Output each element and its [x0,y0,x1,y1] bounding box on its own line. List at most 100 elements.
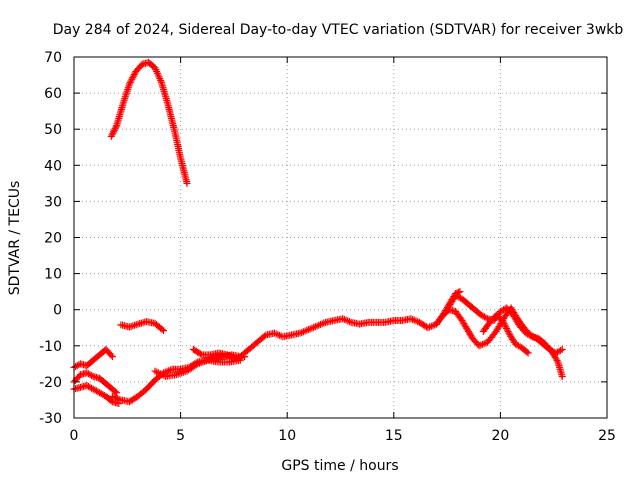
data-point [129,74,137,82]
data-point [110,126,118,134]
data-point [126,78,134,86]
data-point [276,331,284,339]
series-lower-left-b [70,369,121,397]
y-tick-label: 50 [44,122,62,138]
data-point [109,129,117,137]
data-point [313,322,321,330]
data-point [303,326,311,334]
data-point [502,323,510,331]
y-tick-label: 40 [44,158,62,174]
data-point [112,123,120,131]
data-point [110,393,118,401]
data-point [501,321,509,329]
data-point [316,321,324,329]
data-point [345,318,353,326]
data-point [340,315,348,323]
data-point [475,342,483,350]
data-point [107,351,115,359]
data-point [426,323,434,331]
data-point [310,323,318,331]
x-tick-label: 5 [176,428,185,444]
data-point [424,324,432,332]
data-point [272,330,280,338]
data-point [115,395,123,403]
data-point [503,324,511,332]
data-point [344,317,352,325]
series-lower-left-c [70,382,123,408]
y-axis-label: SDTVAR / TECUs [7,181,23,296]
data-point [166,366,174,374]
x-tick-label: 15 [385,428,403,444]
data-point [88,372,96,380]
data-point [113,395,121,403]
data-point [499,317,507,325]
data-point [480,340,488,348]
series-short-segment [117,318,168,335]
data-point [503,326,511,334]
data-point [196,350,204,358]
data-point [414,318,422,326]
data-point [306,325,314,333]
x-tick-label: 25 [598,428,616,444]
y-tick-label: 30 [44,194,62,210]
data-point [308,324,316,332]
data-point [127,77,135,85]
data-point [296,329,304,337]
data-point [553,356,561,364]
chart-title: Day 284 of 2024, Sidereal Day-to-day VTE… [53,22,624,38]
data-point [111,388,119,396]
data-point [129,72,137,80]
data-point [128,75,136,83]
data-point [125,80,133,88]
series-high-arc [107,58,191,187]
data-point [236,356,244,364]
data-point [558,372,566,380]
data-point [241,353,249,361]
y-tick-label: 0 [53,303,62,319]
data-point [224,351,232,359]
data-points [70,58,566,408]
data-point [482,314,490,322]
data-point [427,322,435,330]
x-tick-label: 0 [70,428,79,444]
data-point [298,328,306,336]
data-point [409,315,417,323]
data-point [160,327,168,335]
data-point [113,389,121,397]
data-point [407,315,415,323]
series-lower-mid-band [151,356,244,380]
y-tick-label: -30 [39,411,62,427]
data-point [320,319,328,327]
data-point [112,394,120,402]
y-tick-label: 20 [44,231,62,247]
data-point [557,346,565,354]
data-point [260,332,268,340]
data-point [315,321,323,329]
data-point [158,325,166,333]
data-point [107,132,115,140]
y-tick-label: -10 [39,339,62,355]
x-tick-label: 20 [491,428,509,444]
data-point [523,348,531,356]
data-point [456,288,464,296]
ticks: 0 5 10 15 20 25 -30 -20 -10 0 10 20 30 40 50 60 70 [39,50,616,444]
data-point [412,317,420,325]
data-point [305,326,313,334]
data-point [524,349,532,357]
data-point [225,352,233,360]
series-right-loop-c [479,311,532,357]
data-point [478,340,486,348]
y-tick-label: 10 [44,267,62,283]
data-point [429,322,437,330]
data-point [311,323,319,331]
x-axis-label: GPS time / hours [281,458,398,474]
data-point [192,361,200,369]
y-tick-label: 60 [44,86,62,102]
data-point [183,179,191,187]
y-tick-label: -20 [39,375,62,391]
data-point [339,315,347,323]
data-point [499,318,507,326]
series-lower-left-a [70,345,116,371]
